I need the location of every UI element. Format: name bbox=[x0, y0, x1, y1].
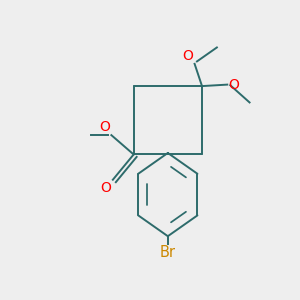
Text: O: O bbox=[228, 78, 239, 92]
Text: O: O bbox=[182, 49, 193, 63]
Text: O: O bbox=[100, 120, 110, 134]
Text: Br: Br bbox=[160, 244, 176, 260]
Text: O: O bbox=[100, 181, 111, 195]
